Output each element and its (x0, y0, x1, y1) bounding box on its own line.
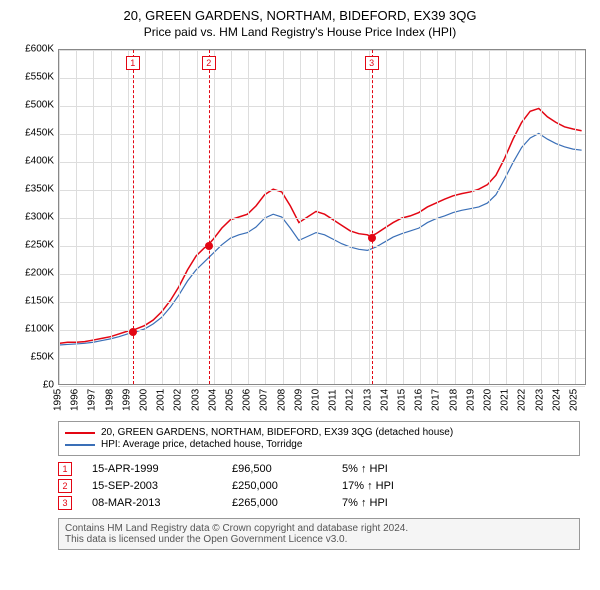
transaction-number-box: 3 (58, 496, 72, 510)
footer-line-2: This data is licensed under the Open Gov… (65, 534, 573, 545)
transaction-row: 2 15-SEP-2003£250,00017% ↑ HPI (58, 479, 580, 493)
chart-container: 20, GREEN GARDENS, NORTHAM, BIDEFORD, EX… (0, 0, 600, 560)
x-tick-label: 2025 (568, 389, 579, 411)
marker-box: 3 (365, 56, 379, 70)
title-block: 20, GREEN GARDENS, NORTHAM, BIDEFORD, EX… (10, 8, 590, 39)
x-tick-label: 2012 (345, 389, 356, 411)
transaction-delta: 17% ↑ HPI (342, 480, 452, 492)
chart-subtitle: Price paid vs. HM Land Registry's House … (10, 25, 590, 39)
legend-swatch (65, 432, 95, 434)
y-tick-label: £300K (25, 212, 54, 223)
transaction-row: 3 08-MAR-2013£265,0007% ↑ HPI (58, 496, 580, 510)
x-tick-label: 2003 (190, 389, 201, 411)
transaction-number-box: 1 (58, 462, 72, 476)
x-tick-label: 2015 (396, 389, 407, 411)
x-tick-label: 2004 (207, 389, 218, 411)
legend-swatch (65, 444, 95, 446)
plot-area: 1 2 3 (58, 49, 586, 385)
x-tick-label: 2009 (293, 389, 304, 411)
y-tick-label: £500K (25, 100, 54, 111)
y-tick-label: £350K (25, 184, 54, 195)
legend-label: HPI: Average price, detached house, Torr… (101, 439, 302, 450)
x-tick-label: 2007 (259, 389, 270, 411)
x-tick-label: 2017 (431, 389, 442, 411)
y-tick-label: £550K (25, 72, 54, 83)
transaction-price: £250,000 (232, 480, 342, 492)
x-tick-label: 2019 (465, 389, 476, 411)
x-tick-label: 1996 (70, 389, 81, 411)
x-tick-label: 2022 (517, 389, 528, 411)
transaction-date: 15-APR-1999 (92, 463, 232, 475)
x-tick-label: 2010 (310, 389, 321, 411)
legend: 20, GREEN GARDENS, NORTHAM, BIDEFORD, EX… (58, 421, 580, 456)
marker-dot (368, 234, 376, 242)
footer-line-1: Contains HM Land Registry data © Crown c… (65, 523, 573, 534)
transaction-number-box: 2 (58, 479, 72, 493)
attribution-footer: Contains HM Land Registry data © Crown c… (58, 518, 580, 550)
x-tick-label: 1997 (87, 389, 98, 411)
y-tick-label: £450K (25, 128, 54, 139)
transaction-row: 1 15-APR-1999£96,5005% ↑ HPI (58, 462, 580, 476)
x-tick-label: 1998 (104, 389, 115, 411)
x-tick-label: 2006 (242, 389, 253, 411)
x-tick-label: 1999 (121, 389, 132, 411)
series-line-hpi (59, 134, 582, 346)
x-tick-label: 2023 (534, 389, 545, 411)
x-tick-label: 2014 (379, 389, 390, 411)
x-tick-label: 2000 (138, 389, 149, 411)
x-tick-label: 2011 (328, 389, 339, 411)
marker-box: 1 (126, 56, 140, 70)
transaction-date: 15-SEP-2003 (92, 480, 232, 492)
legend-item: HPI: Average price, detached house, Torr… (65, 439, 573, 450)
x-axis-labels: 1995199619971998199920002001200220032004… (58, 385, 586, 415)
y-axis-labels: £0£50K£100K£150K£200K£250K£300K£350K£400… (10, 45, 58, 385)
y-tick-label: £400K (25, 156, 54, 167)
transaction-date: 08-MAR-2013 (92, 497, 232, 509)
chart-area: £0£50K£100K£150K£200K£250K£300K£350K£400… (10, 45, 590, 415)
x-tick-label: 2018 (448, 389, 459, 411)
transaction-price: £96,500 (232, 463, 342, 475)
transaction-price: £265,000 (232, 497, 342, 509)
marker-dot (129, 328, 137, 336)
x-tick-label: 2020 (482, 389, 493, 411)
marker-line (209, 50, 210, 384)
x-tick-label: 2024 (551, 389, 562, 411)
y-tick-label: £100K (25, 324, 54, 335)
x-tick-label: 2013 (362, 389, 373, 411)
legend-item: 20, GREEN GARDENS, NORTHAM, BIDEFORD, EX… (65, 427, 573, 438)
y-tick-label: £600K (25, 44, 54, 55)
y-tick-label: £150K (25, 296, 54, 307)
x-tick-label: 1995 (53, 389, 64, 411)
x-tick-label: 2002 (173, 389, 184, 411)
chart-title: 20, GREEN GARDENS, NORTHAM, BIDEFORD, EX… (10, 8, 590, 23)
transaction-delta: 5% ↑ HPI (342, 463, 452, 475)
y-tick-label: £50K (31, 352, 54, 363)
series-line-property (59, 108, 582, 343)
marker-dot (205, 242, 213, 250)
transactions-table: 1 15-APR-1999£96,5005% ↑ HPI 2 15-SEP-2003£… (58, 462, 580, 510)
x-tick-label: 2005 (224, 389, 235, 411)
y-tick-label: £200K (25, 268, 54, 279)
marker-box: 2 (202, 56, 216, 70)
x-tick-label: 2021 (500, 389, 511, 411)
x-tick-label: 2016 (414, 389, 425, 411)
x-tick-label: 2001 (156, 389, 167, 411)
legend-label: 20, GREEN GARDENS, NORTHAM, BIDEFORD, EX… (101, 427, 453, 438)
marker-line (372, 50, 373, 384)
y-tick-label: £250K (25, 240, 54, 251)
transaction-delta: 7% ↑ HPI (342, 497, 452, 509)
x-tick-label: 2008 (276, 389, 287, 411)
